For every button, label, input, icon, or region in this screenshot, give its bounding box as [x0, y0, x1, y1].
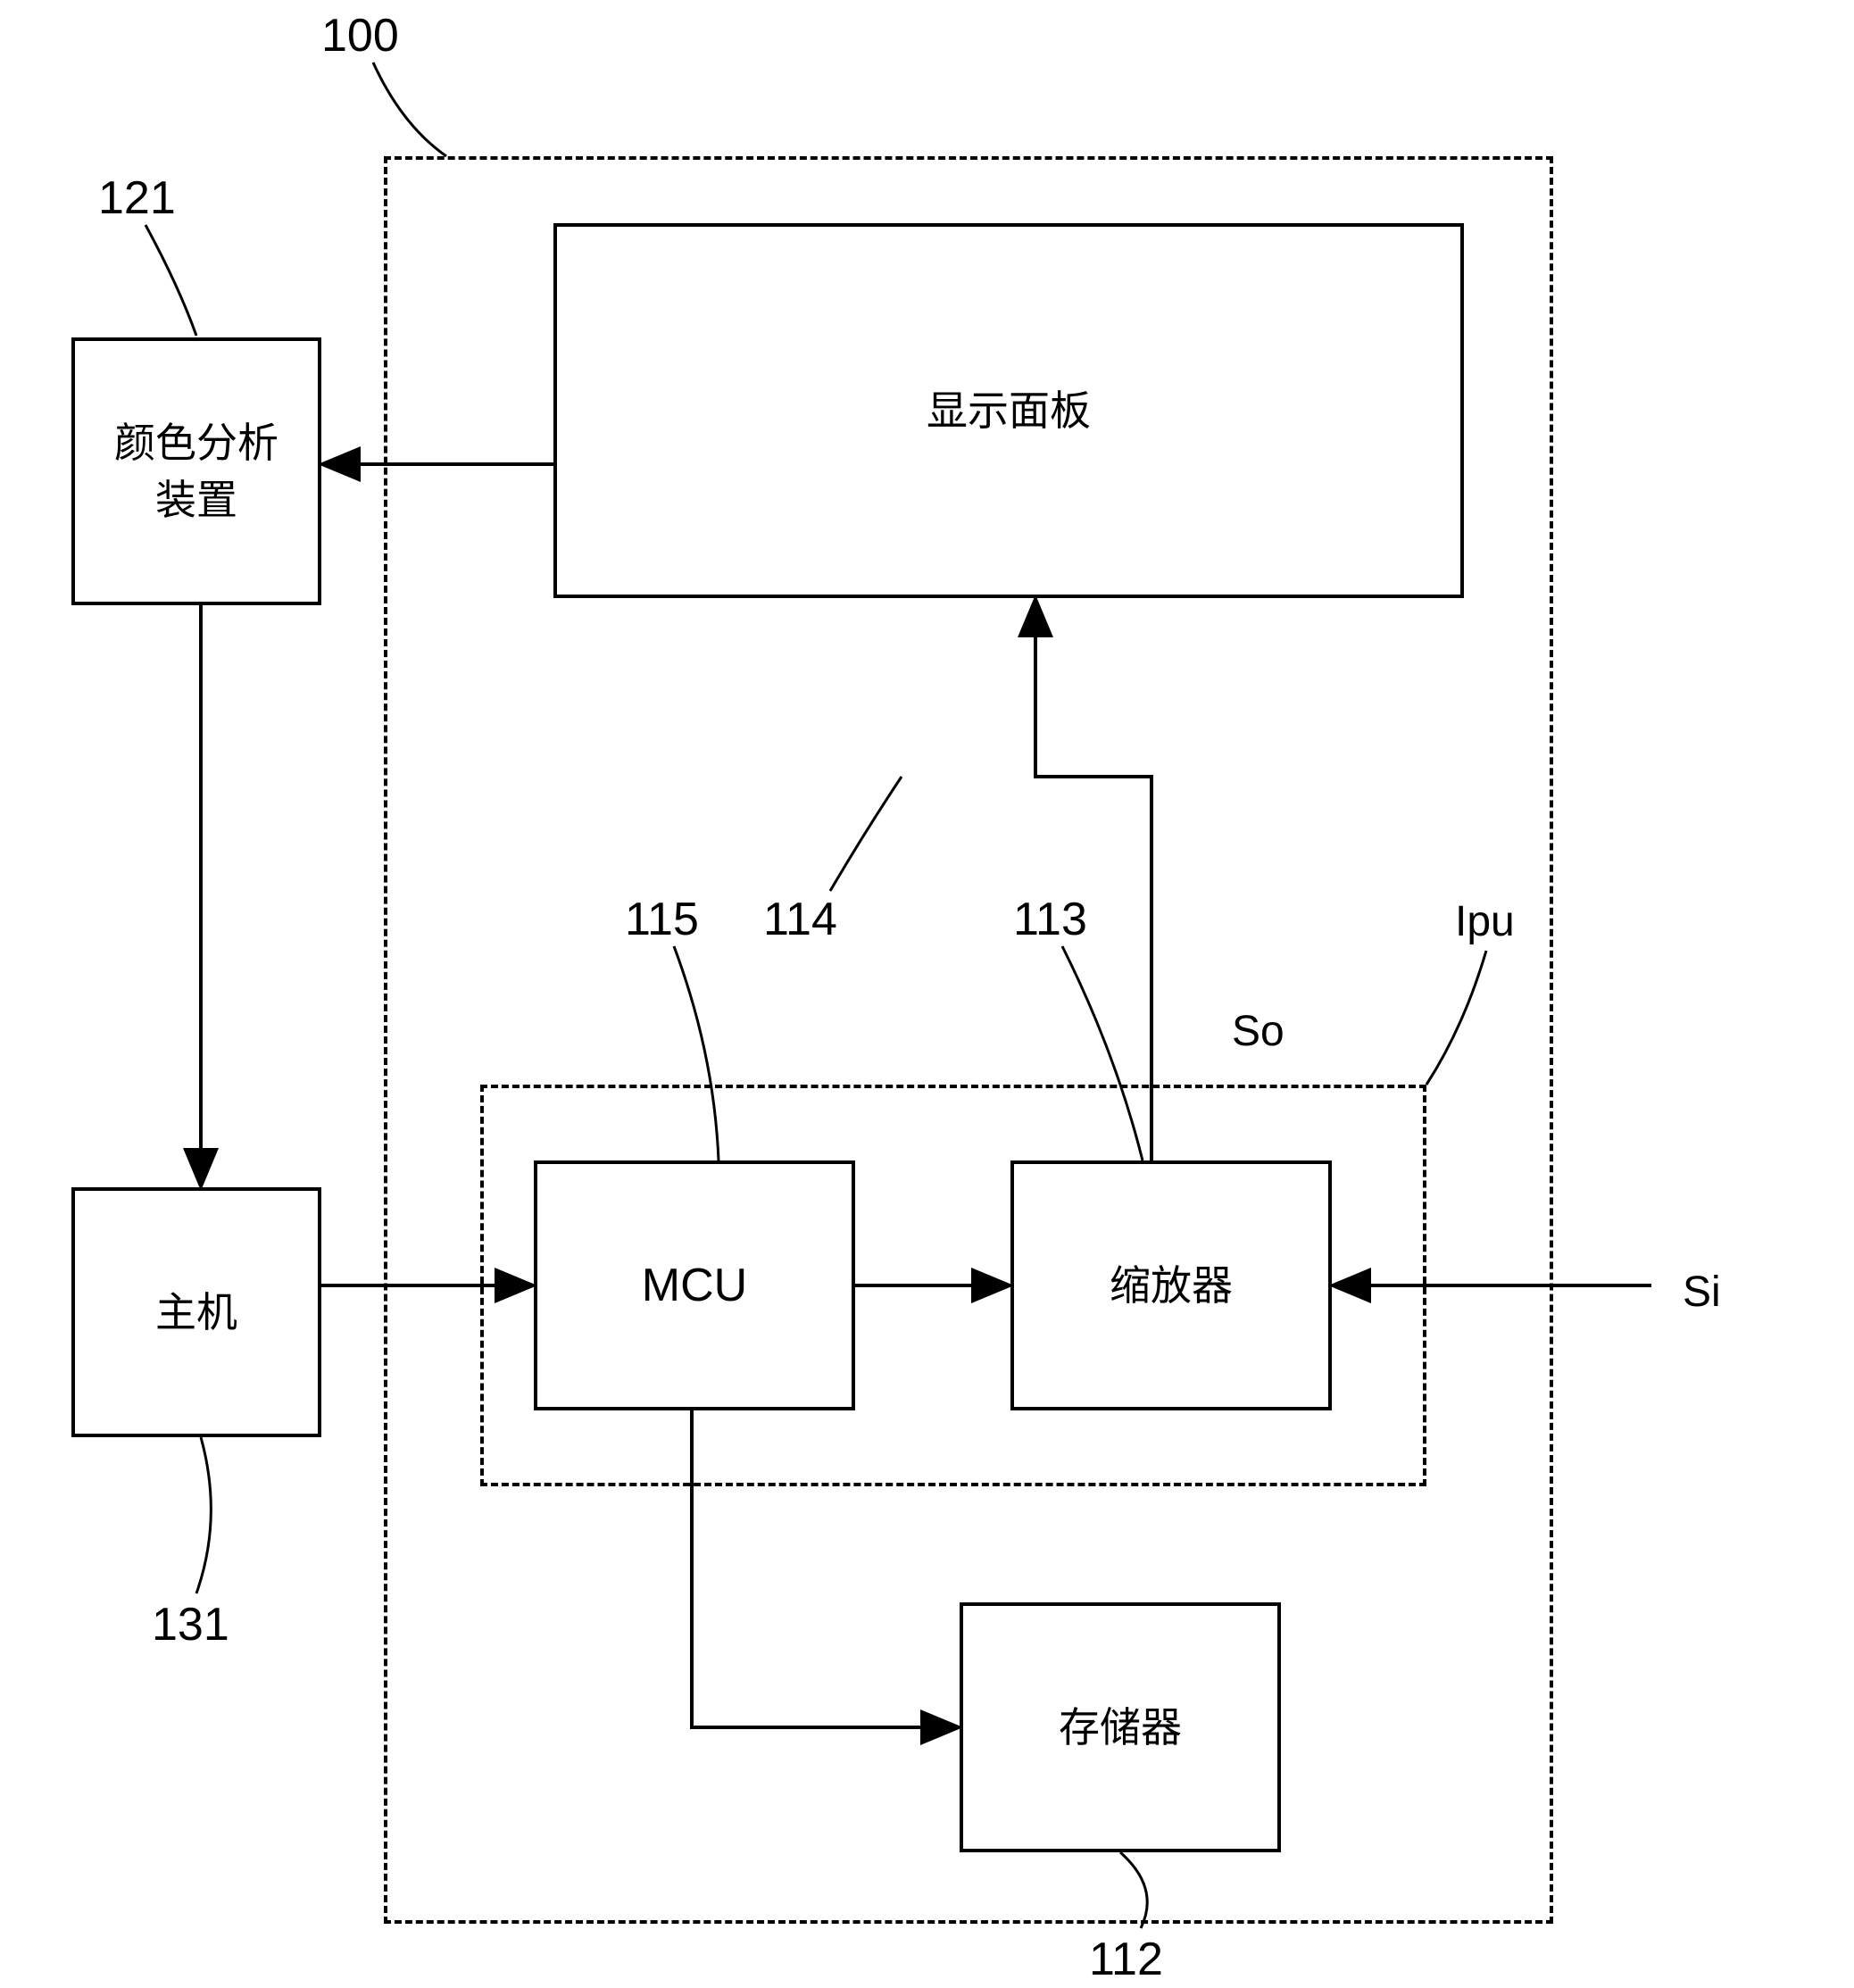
conn-scaler-display: [1035, 602, 1151, 1160]
conn-mcu-memory: [692, 1410, 956, 1727]
leader-121: [145, 225, 196, 336]
leader-112: [1120, 1852, 1147, 1928]
leader-100: [373, 62, 446, 156]
leader-113: [1062, 946, 1143, 1160]
leader-131: [196, 1437, 211, 1593]
leader-115: [674, 946, 719, 1160]
connectors-svg: [0, 0, 1854, 1988]
leader-ipu: [1426, 951, 1486, 1085]
leader-114: [830, 777, 902, 891]
